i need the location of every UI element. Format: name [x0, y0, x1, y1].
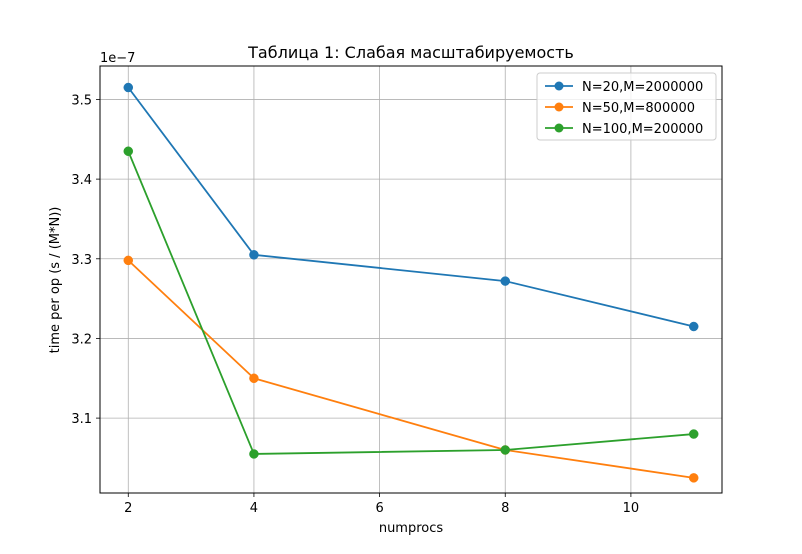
- legend-swatch-marker: [554, 81, 564, 91]
- legend-swatch-marker: [554, 102, 564, 112]
- series-line: [127, 150, 694, 455]
- data-point: [500, 445, 510, 455]
- y-tick-label: 3.2: [71, 332, 92, 347]
- y-axis-ticks: 3.1 3.2 3.3 3.4 3.5: [71, 93, 100, 427]
- legend-item: N=20,M=2000000: [545, 80, 703, 95]
- y-axis-label: time per op (s / (M*N)): [48, 207, 63, 354]
- x-tick-label: 6: [375, 501, 383, 516]
- plot-area-frame: [99, 65, 723, 494]
- legend-label: N=50,M=800000: [582, 101, 695, 116]
- legend-frame: [536, 72, 717, 141]
- y-axis-offset-label: 1e−7: [100, 51, 135, 66]
- legend-label: N=100,M=200000: [582, 122, 703, 137]
- legend-item: N=50,M=800000: [545, 101, 695, 116]
- legend-item: N=100,M=200000: [545, 122, 703, 137]
- data-point: [500, 276, 510, 286]
- series-line: [127, 86, 694, 328]
- y-tick-label: 3.4: [71, 173, 92, 188]
- chart-title: Таблица 1: Слабая масштабируемость: [247, 43, 574, 62]
- x-tick-label: 2: [124, 501, 132, 516]
- x-axis-ticks: 2 4 6 8 10: [124, 493, 639, 516]
- x-axis-label: numprocs: [379, 521, 444, 536]
- legend-swatch-marker: [554, 123, 564, 133]
- series-line: [127, 259, 694, 479]
- series-2: [123, 255, 699, 483]
- legend: N=20,M=2000000 N=50,M=800000 N=100,M=20000…: [536, 72, 717, 141]
- y-tick-label: 3.3: [71, 253, 92, 268]
- data-point: [249, 250, 259, 260]
- y-tick-label: 3.1: [71, 412, 92, 427]
- y-tick-label: 3.5: [71, 93, 92, 108]
- data-point: [249, 449, 259, 459]
- data-point: [249, 373, 259, 384]
- x-tick-label: 8: [501, 501, 509, 516]
- data-point: [123, 255, 134, 266]
- series-3: [123, 146, 699, 459]
- x-tick-label: 10: [623, 501, 640, 516]
- data-point: [123, 146, 134, 156]
- x-tick-label: 4: [250, 501, 258, 516]
- series-layer: [123, 82, 699, 483]
- data-point: [688, 321, 699, 332]
- series-1: [123, 82, 699, 332]
- data-point: [688, 473, 699, 483]
- legend-label: N=20,M=2000000: [582, 80, 703, 95]
- data-point: [688, 429, 699, 439]
- data-point: [123, 82, 134, 93]
